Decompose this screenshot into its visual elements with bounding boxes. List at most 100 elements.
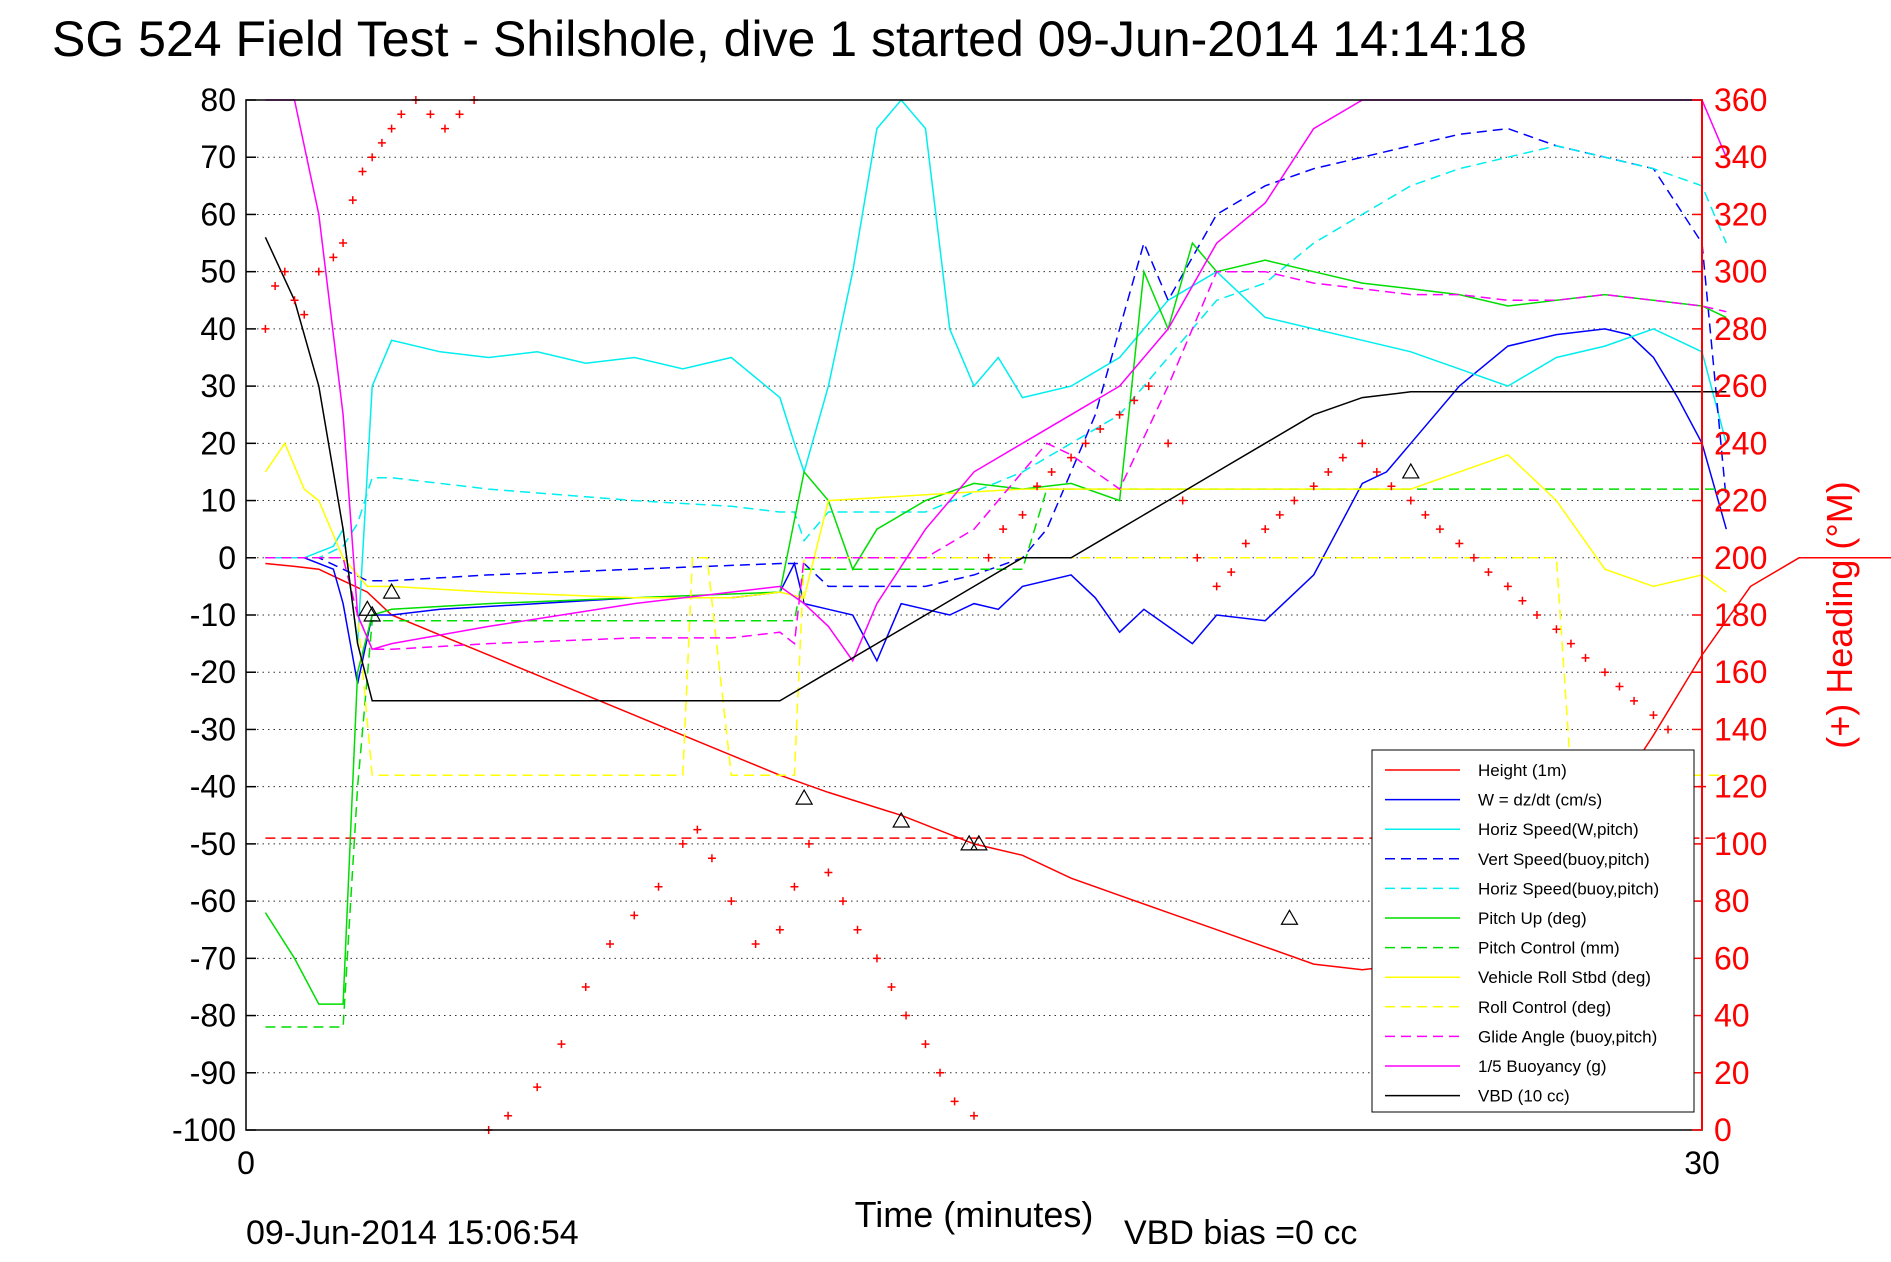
legend-label-4: Horiz Speed(buoy,pitch) <box>1478 879 1659 898</box>
marker <box>795 788 814 805</box>
chart-title: SG 524 Field Test - Shilshole, dive 1 st… <box>52 11 1527 67</box>
heading-point <box>1261 525 1270 534</box>
marker <box>892 811 911 828</box>
y2-tick-label: 200 <box>1714 540 1767 576</box>
y-tick-label: -30 <box>190 711 236 747</box>
y-tick-label: -50 <box>190 826 236 862</box>
y2-tick-label: 40 <box>1714 998 1750 1034</box>
heading-point <box>1484 568 1493 577</box>
y-tick-label: -70 <box>190 940 236 976</box>
x-axis-label: Time (minutes) <box>855 1194 1094 1235</box>
y-tick-label: 50 <box>200 254 236 290</box>
series-line-8 <box>265 557 1727 776</box>
heading-point <box>504 1111 513 1120</box>
heading-point <box>1532 611 1541 619</box>
heading-point <box>1144 382 1153 391</box>
heading-point <box>999 525 1008 534</box>
y-tick-label: -40 <box>190 769 236 805</box>
heading-point <box>1193 553 1202 562</box>
heading-point <box>1552 625 1561 634</box>
heading-point <box>1275 510 1284 519</box>
y2-tick-label: 160 <box>1714 654 1767 690</box>
heading-point <box>1503 582 1512 591</box>
y-tick-label: -60 <box>190 883 236 919</box>
heading-point <box>300 310 309 319</box>
heading-point <box>1130 396 1139 405</box>
y2-tick-label: 120 <box>1714 769 1767 805</box>
heading-point <box>280 267 289 276</box>
legend-label-9: Glide Angle (buoy,pitch) <box>1478 1027 1657 1046</box>
heading-point <box>950 1097 959 1106</box>
y-tick-label: 10 <box>200 483 236 519</box>
heading-point <box>1469 553 1478 562</box>
series-line-6 <box>265 488 1727 1028</box>
marker-layer <box>358 462 1639 925</box>
heading-point <box>693 825 702 834</box>
heading-point <box>455 110 464 119</box>
heading-point <box>271 281 280 290</box>
heading-point <box>1033 482 1042 491</box>
legend-label-0: Height (1m) <box>1478 761 1567 780</box>
y2-tick-label: 20 <box>1714 1055 1750 1091</box>
marker <box>969 834 988 851</box>
heading-point <box>348 196 357 205</box>
series-line-0 <box>265 557 1891 971</box>
heading-point <box>1566 639 1575 648</box>
y-tick-label: -20 <box>190 654 236 690</box>
heading-point <box>1338 453 1347 462</box>
heading-point <box>1212 582 1221 591</box>
heading-point <box>358 167 367 176</box>
y2-tick-label: 60 <box>1714 940 1750 976</box>
heading-point <box>707 854 716 863</box>
heading-point <box>1387 482 1396 491</box>
y-tick-label: 30 <box>200 368 236 404</box>
legend-label-11: VBD (10 cc) <box>1478 1087 1570 1106</box>
y-tick-label: 60 <box>200 196 236 232</box>
heading-point <box>1372 467 1381 476</box>
heading-point <box>853 925 862 934</box>
heading-point <box>397 110 406 119</box>
y-tick-label: 70 <box>200 139 236 175</box>
heading-point <box>314 267 323 276</box>
heading-point <box>1421 510 1430 519</box>
y2-tick-label: 320 <box>1714 196 1767 232</box>
legend-box <box>1371 749 1695 1113</box>
heading-point <box>1518 596 1527 605</box>
y2-tick-label: 0 <box>1714 1112 1732 1148</box>
series-line-5 <box>264 241 1727 1005</box>
heading-point <box>1096 425 1105 434</box>
heading-point <box>1630 696 1639 705</box>
marker <box>382 582 401 599</box>
legend-label-10: 1/5 Buoyancy (g) <box>1478 1057 1607 1076</box>
heading-point <box>790 882 799 891</box>
y-tick-label: 80 <box>200 82 236 118</box>
legend-label-7: Vehicle Roll Stbd (deg) <box>1478 968 1651 987</box>
marker <box>1401 462 1420 479</box>
series-line-9 <box>265 270 1727 651</box>
heading-point <box>1047 467 1056 476</box>
heading-point <box>804 839 813 848</box>
heading-point <box>902 1011 911 1020</box>
y2-tick-label: 260 <box>1714 368 1767 404</box>
marker <box>363 605 382 622</box>
heading-point <box>872 954 881 963</box>
heading-point <box>426 110 435 119</box>
grid-lines <box>246 156 1702 1074</box>
y2-tick-label: 300 <box>1714 254 1767 290</box>
legend-label-2: Horiz Speed(W,pitch) <box>1478 820 1639 839</box>
marker <box>1280 909 1299 925</box>
series-line-11 <box>264 236 1727 702</box>
heading-point <box>290 296 299 305</box>
heading-point <box>921 1040 930 1049</box>
heading-point <box>1406 496 1415 505</box>
series-line-2 <box>265 98 1728 644</box>
y2-tick-label: 100 <box>1714 826 1767 862</box>
heading-point <box>970 1111 978 1120</box>
heading-point <box>1664 725 1673 734</box>
y-tick-label: 0 <box>218 540 236 576</box>
heading-point <box>1018 510 1027 519</box>
footer-date: 09-Jun-2014 15:06:54 <box>246 1214 579 1252</box>
y2-tick-label: 280 <box>1714 311 1767 347</box>
legend-label-1: W = dz/dt (cm/s) <box>1478 791 1602 810</box>
